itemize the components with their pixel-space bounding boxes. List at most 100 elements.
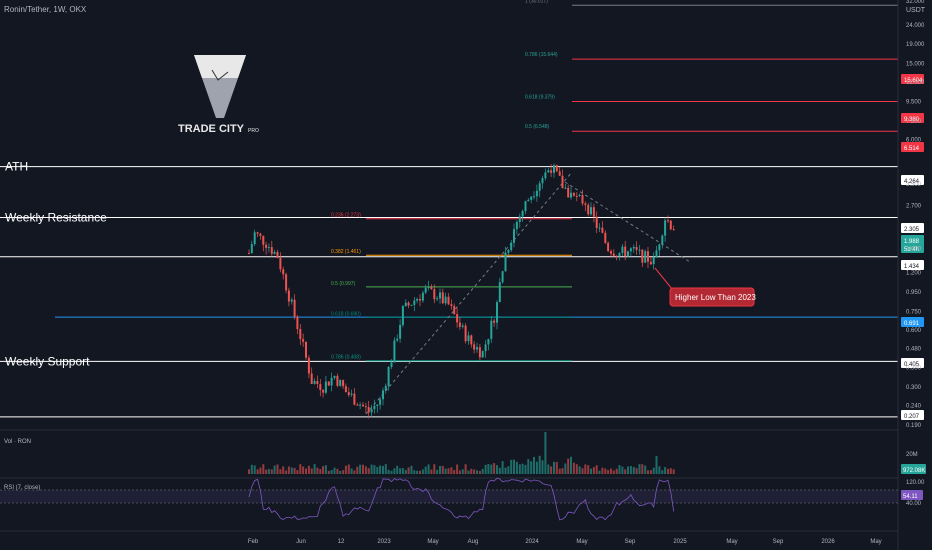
volume-bar-76 xyxy=(464,464,467,474)
price-tag-1: 9.380 xyxy=(904,117,920,123)
time-axis-tick-5: Aug xyxy=(468,539,479,545)
volume-bar-80 xyxy=(476,470,478,474)
candle-body-11 xyxy=(279,257,282,270)
volume-bar-38 xyxy=(356,466,359,474)
candle-body-38 xyxy=(356,404,359,406)
candle-body-140 xyxy=(647,251,649,262)
volume-bar-77 xyxy=(467,470,470,474)
volume-bar-66 xyxy=(436,469,439,474)
volume-bar-128 xyxy=(612,470,615,474)
candle-body-6 xyxy=(265,244,268,248)
volume-bar-101 xyxy=(535,461,538,474)
volume-bar-87 xyxy=(496,465,498,474)
time-axis-tick-3: 2023 xyxy=(377,539,391,545)
volume-bar-86 xyxy=(493,463,496,474)
candle-body-17 xyxy=(296,316,299,330)
candle-body-39 xyxy=(359,404,362,406)
volume-bar-44 xyxy=(373,465,376,474)
volume-bar-130 xyxy=(618,465,621,474)
candle-body-96 xyxy=(521,211,524,217)
candle-body-29 xyxy=(330,377,333,386)
volume-bar-5 xyxy=(262,464,265,474)
candle-body-83 xyxy=(484,344,487,352)
trade-city-logo: TRADE CITY PRO xyxy=(178,55,259,135)
price-tag-4: 2.305 xyxy=(904,227,920,233)
candle-body-137 xyxy=(638,249,641,251)
candle-body-81 xyxy=(478,347,481,358)
volume-bar-126 xyxy=(607,470,610,474)
candle-body-128 xyxy=(612,253,615,256)
volume-bar-20 xyxy=(305,468,307,474)
volume-bar-3 xyxy=(256,469,259,474)
fib-label-0: 0.236 (2.273) xyxy=(331,213,361,219)
price-tag-0: 15.604 xyxy=(904,78,923,84)
logo-text: TRADE CITY xyxy=(178,123,245,135)
candle-body-26 xyxy=(322,389,325,393)
candle-body-79 xyxy=(473,344,476,350)
volume-bar-21 xyxy=(307,465,310,474)
candle-body-82 xyxy=(481,351,484,358)
price-tag-7: 1.434 xyxy=(904,264,920,270)
volume-bar-89 xyxy=(501,461,504,474)
time-axis-tick-4: May xyxy=(427,539,438,545)
volume-bar-137 xyxy=(638,464,641,474)
candle-body-49 xyxy=(387,367,390,386)
candle-body-146 xyxy=(664,220,667,236)
volume-bar-15 xyxy=(290,467,293,474)
volume-bar-120 xyxy=(590,468,592,474)
volume-bar-75 xyxy=(461,469,464,474)
volume-last-bg xyxy=(901,464,926,474)
candle-body-95 xyxy=(518,216,521,222)
candle-body-86 xyxy=(493,320,496,323)
candle-body-87 xyxy=(496,302,498,323)
volume-bar-81 xyxy=(478,471,481,474)
higher-low-annotation[interactable]: Higher Low Than 2023 xyxy=(654,267,756,307)
annotation-text: Higher Low Than 2023 xyxy=(675,293,756,302)
volume-bar-119 xyxy=(587,465,590,474)
candle-body-74 xyxy=(458,322,461,327)
symbol-title[interactable]: Ronin/Tether, 1W, OKX xyxy=(4,5,87,14)
volume-bar-53 xyxy=(399,468,402,474)
candle-body-103 xyxy=(541,178,544,184)
price-axis-tick-7: 6.000 xyxy=(906,137,922,143)
candle-body-123 xyxy=(598,227,601,229)
time-axis-tick-13: May xyxy=(870,539,881,545)
price-tag-3: 4.264 xyxy=(904,179,920,185)
price-tag-bg-10 xyxy=(901,410,924,420)
volume-bar-84 xyxy=(487,464,490,474)
candle-body-90 xyxy=(504,252,507,272)
level-label-4: Weekly Support xyxy=(5,354,90,368)
volume-bar-43 xyxy=(370,464,373,474)
price-tag-bg-3 xyxy=(901,175,924,185)
volume-bar-98 xyxy=(527,459,530,474)
candle-body-120 xyxy=(590,207,592,215)
volume-bar-122 xyxy=(595,465,598,474)
price-axis-tick-11: 1.200 xyxy=(906,271,922,277)
volume-bar-149 xyxy=(672,469,675,474)
volume-bar-47 xyxy=(382,465,384,474)
candle-body-43 xyxy=(370,409,373,413)
candle-body-51 xyxy=(393,340,396,363)
candle-body-9 xyxy=(273,252,276,254)
volume-bar-22 xyxy=(310,468,313,474)
candle-body-23 xyxy=(313,381,316,384)
currency-label[interactable]: USDT xyxy=(906,7,926,14)
candle-body-76 xyxy=(464,325,467,342)
volume-bar-60 xyxy=(419,470,421,474)
volume-bar-127 xyxy=(610,468,612,474)
candle-body-94 xyxy=(515,221,518,230)
price-tag-bg-7 xyxy=(901,260,924,270)
candle-body-1 xyxy=(250,244,253,254)
volume-bar-6 xyxy=(265,469,268,474)
volume-bar-117 xyxy=(581,468,584,474)
volume-bar-102 xyxy=(538,455,541,474)
volume-bar-88 xyxy=(498,467,501,474)
candle-body-34 xyxy=(344,386,347,393)
candle-body-46 xyxy=(379,399,382,405)
candle-body-15 xyxy=(290,299,293,302)
price-axis-tick-18: 0.240 xyxy=(906,404,922,410)
rsi-band xyxy=(0,490,898,503)
fib-ext-label-1: 0.786 (15.644) xyxy=(525,52,558,58)
price-axis-tick-5: 9.500 xyxy=(906,99,922,105)
